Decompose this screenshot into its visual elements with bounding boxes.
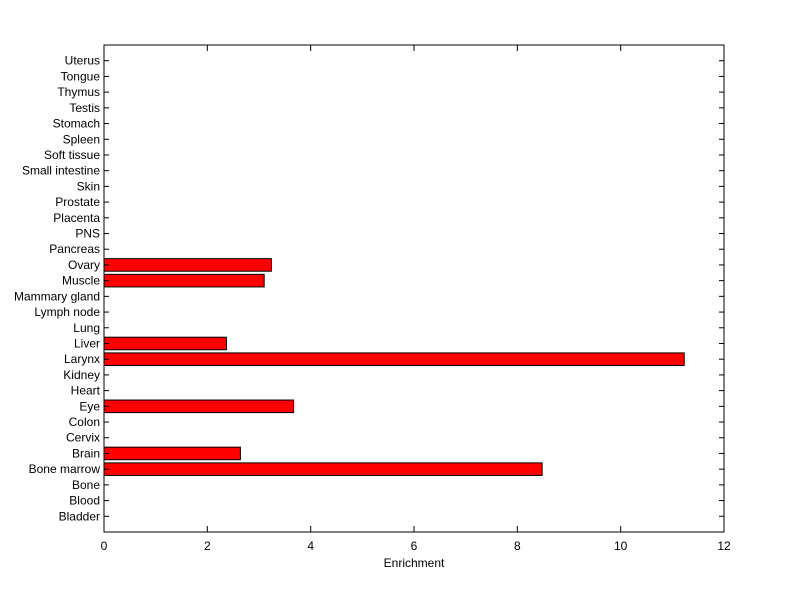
y-tick-label: Bone marrow [29, 462, 101, 476]
y-tick-label: Colon [69, 415, 100, 429]
y-tick-label: PNS [75, 227, 100, 241]
y-tick-label: Larynx [64, 352, 100, 366]
bar-eye [103, 399, 295, 414]
bar-larynx [103, 352, 685, 366]
bar-bone-marrow [103, 462, 543, 476]
x-tick-label: 8 [514, 539, 521, 553]
y-tick-label: Ovary [68, 258, 100, 272]
axes-box [103, 44, 725, 533]
x-tick-label: 0 [101, 539, 108, 553]
y-tick-label: Heart [71, 384, 101, 398]
y-tick-label: Mammary gland [14, 289, 100, 303]
y-tick-label: Soft tissue [44, 148, 100, 162]
bar-liver [103, 336, 227, 351]
y-tick-label: Thymus [57, 85, 100, 99]
y-tick-label: Cervix [66, 431, 100, 445]
y-tick-label: Prostate [55, 195, 100, 209]
y-tick-label: Uterus [65, 54, 100, 68]
y-tick-label: Testis [69, 101, 100, 115]
y-tick-label: Small intestine [22, 164, 100, 178]
y-tick-label: Tongue [61, 69, 101, 83]
y-tick-label: Eye [79, 399, 100, 413]
x-axis-label: Enrichment [384, 556, 445, 570]
x-tick-label: 6 [411, 539, 418, 553]
bar-ovary [103, 258, 272, 272]
y-tick-label: Liver [74, 336, 100, 350]
y-tick-label: Stomach [53, 117, 100, 131]
y-tick-label: Brain [72, 446, 100, 460]
y-tick-label: Bone [72, 478, 100, 492]
y-tick-label: Pancreas [49, 242, 100, 256]
x-tick-label: 12 [717, 539, 731, 553]
x-tick-label: 4 [307, 539, 314, 553]
y-tick-label: Skin [77, 179, 100, 193]
y-tick-label: Bladder [59, 509, 100, 523]
y-tick-label: Lung [73, 321, 100, 335]
y-tick-label: Kidney [63, 368, 100, 382]
x-tick-label: 2 [204, 539, 211, 553]
y-tick-label: Muscle [62, 274, 100, 288]
x-tick-label: 10 [614, 539, 628, 553]
y-tick-label: Blood [69, 494, 100, 508]
y-tick-label: Lymph node [34, 305, 100, 319]
y-tick-label: Placenta [53, 211, 100, 225]
bar-brain [103, 446, 241, 461]
bar-muscle [103, 273, 265, 288]
y-tick-label: Spleen [63, 132, 100, 146]
